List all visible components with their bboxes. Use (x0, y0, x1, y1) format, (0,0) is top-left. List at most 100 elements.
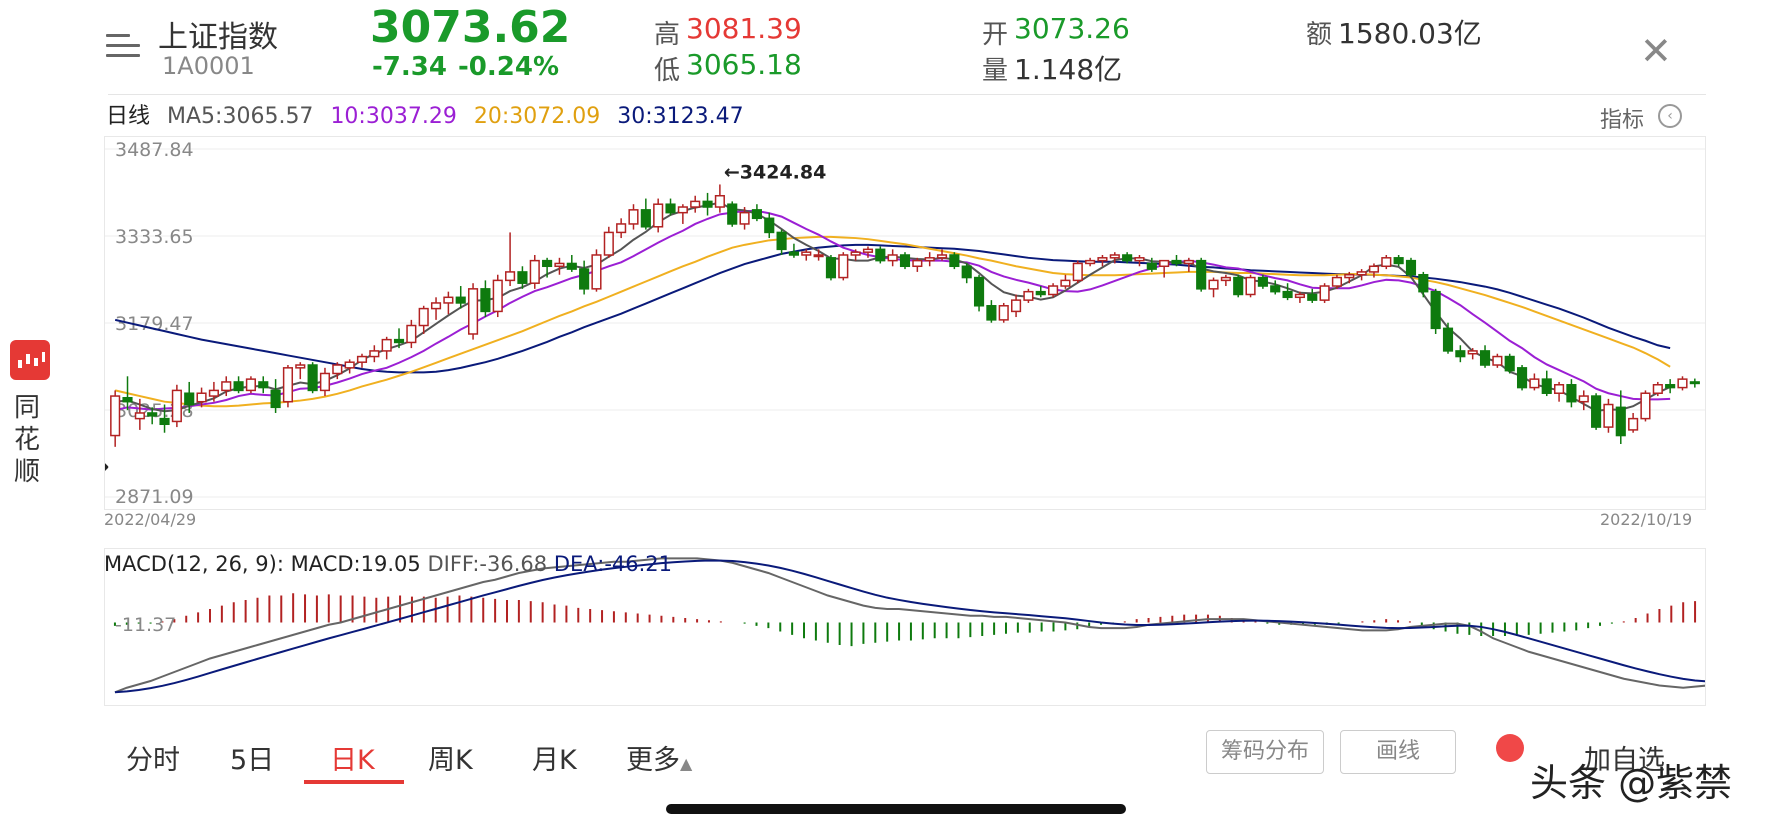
candle-up (1640, 392, 1651, 420)
side-app-char-3: 顺 (14, 457, 41, 487)
candle-down (1591, 395, 1602, 428)
candle-up (936, 254, 948, 259)
tab-intraday[interactable]: 分时 (126, 745, 180, 776)
y-tick-label: 3333.65 (115, 226, 194, 248)
tab-monthly-k[interactable]: 月K (532, 745, 577, 776)
candle-up (677, 206, 688, 214)
candle-up (1677, 378, 1688, 389)
draw-line-button[interactable]: 画线 (1340, 730, 1456, 774)
candle-up (381, 338, 392, 352)
candle-down (1689, 381, 1700, 385)
candle-up (1554, 384, 1565, 394)
candle-down (1566, 384, 1577, 403)
candle-up (1294, 293, 1305, 299)
volume-label: 量 (982, 56, 1009, 86)
candle-down (986, 305, 997, 321)
candle-down (1516, 367, 1528, 389)
dea-line (114, 559, 1767, 694)
candle-up (801, 251, 812, 256)
menu-icon[interactable] (106, 34, 140, 60)
candle-up (369, 350, 380, 358)
index-code: 1A0001 (162, 52, 255, 80)
side-app-name[interactable]: 同 花 顺 (14, 392, 44, 488)
candle-up (1467, 350, 1478, 355)
candle-down (455, 296, 466, 304)
tab-5day[interactable]: 5日 (230, 745, 275, 776)
end-date: 2022/10/19 (1600, 510, 1693, 529)
candle-up (813, 254, 824, 258)
tab-more-label: 更多 (626, 745, 680, 776)
candle-down (566, 262, 577, 270)
macd-y-tick: -11.37 (115, 614, 176, 636)
candle-down (1035, 290, 1046, 296)
candle-up (739, 211, 750, 225)
candle-up (1628, 417, 1639, 431)
candle-up (1578, 395, 1589, 403)
index-name: 上证指数 (158, 20, 278, 55)
candle-up (591, 254, 602, 290)
min-annotation: 2934.09→ (105, 456, 109, 478)
candle-up (912, 259, 923, 268)
ma-legend: 日线 MA5:3065.57 10:3037.29 20:3072.09 30:… (106, 98, 754, 130)
candle-down (233, 381, 244, 392)
tonghuashun-logo[interactable] (10, 340, 50, 380)
candle-down (875, 248, 886, 262)
candle-up (1134, 257, 1145, 262)
chevron-left-icon[interactable]: ‹ (1658, 104, 1682, 128)
tab-weekly-k[interactable]: 周K (428, 745, 473, 776)
candle-down (776, 231, 787, 251)
candle-up (1529, 378, 1540, 389)
candle-up (1060, 279, 1071, 287)
candle-up (1331, 276, 1343, 287)
candle-down (1442, 327, 1454, 352)
start-date: 2022/04/29 (104, 510, 197, 529)
candle-down (1665, 384, 1676, 389)
candle-down (542, 259, 553, 268)
add-favorite-icon[interactable] (1496, 734, 1524, 762)
indicator-button[interactable]: 指标 (1600, 108, 1645, 133)
candle-up (332, 364, 343, 375)
candle-up (714, 194, 725, 208)
candle-up (887, 254, 898, 262)
candle-up (406, 324, 417, 344)
candle-up (690, 200, 701, 208)
open-label: 开 (982, 20, 1009, 50)
candle-down (961, 265, 972, 279)
low-label: 低 (654, 56, 681, 86)
candle-down (307, 364, 318, 392)
ma5-label: MA5:3065.57 (167, 104, 314, 129)
add-favorite-button[interactable]: 加自选 (1584, 745, 1665, 776)
tab-daily-k[interactable]: 日K (330, 745, 375, 776)
diff-line (114, 557, 1767, 694)
kline-chart[interactable]: 3487.84 3333.65 3179.47 3025.28 2871.09 ←3424… (7, 136, 1706, 510)
close-icon[interactable]: ✕ (1640, 29, 1672, 73)
candle-up (1097, 257, 1108, 262)
low-value: 3065.18 (686, 48, 802, 81)
candle-down (1270, 285, 1281, 293)
candle-up (492, 279, 503, 313)
candle-up (1319, 285, 1330, 301)
side-app-char-1: 同 (14, 393, 41, 423)
candle-down (1615, 406, 1626, 437)
chip-distribution-button[interactable]: 筹码分布 (1206, 730, 1324, 774)
candle-down (1307, 293, 1318, 301)
macd-chart[interactable]: -11.37 (104, 548, 1767, 706)
watermark: 头条 @紫禁 (1530, 761, 1733, 805)
dea-value: DEA:-46.21 (553, 552, 673, 576)
candle-down (1122, 254, 1133, 262)
home-indicator[interactable] (666, 804, 1126, 814)
candle-up (1492, 355, 1503, 366)
candle-up (862, 248, 874, 253)
price-change: -7.34 (372, 52, 447, 82)
candle-down (1233, 276, 1244, 296)
amount-label: 额 (1306, 20, 1333, 50)
candle-up (1085, 259, 1096, 265)
candle-down (764, 217, 775, 234)
candle-down (1257, 276, 1268, 287)
candle-down (517, 271, 528, 284)
candle-down (1455, 350, 1466, 358)
candle-up (319, 372, 331, 392)
candle-up (1183, 259, 1194, 265)
candle-up (418, 307, 429, 327)
tab-more[interactable]: 更多▲ (626, 738, 692, 777)
